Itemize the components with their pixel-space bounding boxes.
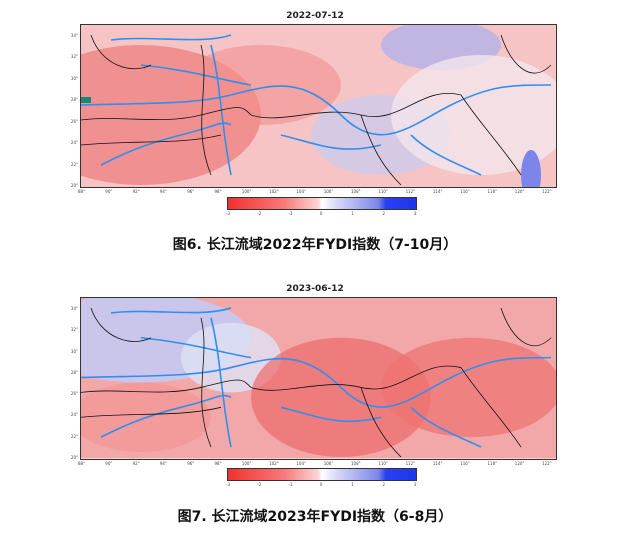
lon-tick: 112°: [405, 189, 416, 194]
lon-tick: 98°: [214, 461, 222, 466]
lon-tick: 120°: [514, 189, 525, 194]
colorbar-tick: -3: [226, 482, 230, 487]
colorbar-tick: 2: [382, 211, 386, 216]
lon-tick: 122°: [542, 189, 552, 194]
lon-tick: 102°: [269, 189, 279, 194]
lat-tick: 32°: [70, 327, 78, 333]
lon-tick: 106°: [323, 461, 334, 466]
lat-tick: 34°: [70, 306, 78, 311]
lon-tick: 96°: [187, 189, 195, 194]
lon-tick: 96°: [187, 461, 195, 466]
rivers: [81, 34, 552, 176]
colorbar-tick: 0: [319, 211, 323, 216]
figure-caption: 图7. 长江流域2023年FYDI指数（6-8月）: [177, 509, 453, 525]
lat-tick: 32°: [70, 54, 78, 60]
lat-tick: 20°: [70, 455, 78, 460]
lat-tick: 28°: [70, 369, 78, 375]
colorbar: [227, 197, 417, 210]
colorbar-tick: 3: [413, 482, 417, 487]
colorbar-tick: -1: [288, 211, 293, 216]
colorbar-tick: -1: [288, 482, 293, 487]
colorbar-tick: 1: [351, 211, 354, 216]
map-title: 2023-06-12: [286, 284, 344, 294]
lon-tick: 102°: [269, 461, 279, 466]
lon-tick: 114°: [432, 461, 443, 466]
lon-tick: 100°: [241, 461, 252, 466]
lon-tick: 110°: [378, 189, 388, 194]
boundaries: [81, 34, 552, 186]
lon-tick: 118°: [487, 461, 498, 466]
lon-tick: 110°: [378, 461, 388, 466]
figure-caption: 图6. 长江流域2022年FYDI指数（7-10月）: [172, 237, 458, 253]
lon-tick: 116°: [460, 461, 470, 466]
lon-tick: 104°: [296, 461, 307, 466]
lon-tick: 108°: [351, 189, 361, 194]
lat-tick: 24°: [70, 140, 78, 146]
colorbar-tick: -2: [257, 211, 262, 216]
lat-tick: 26°: [70, 391, 78, 397]
colorbar-tick: 3: [413, 211, 417, 216]
colorbar-tick: -3: [226, 211, 230, 216]
lon-tick: 90°: [105, 461, 113, 466]
lat-tick: 24°: [70, 412, 78, 418]
lat-tick: 20°: [70, 183, 78, 188]
lat-tick: 26°: [70, 118, 78, 124]
fydi-map: [80, 24, 557, 188]
lon-tick: 116°: [460, 189, 470, 194]
lon-tick: 92°: [132, 189, 140, 194]
lat-tick: 28°: [70, 97, 78, 103]
lon-tick: 100°: [241, 189, 252, 194]
lon-tick: 92°: [132, 461, 140, 466]
lon-tick: 106°: [323, 189, 334, 194]
lon-tick: 122°: [542, 461, 552, 466]
lon-tick: 104°: [296, 189, 307, 194]
colorbar-tick: 2: [382, 482, 386, 487]
colorbar-tick: 0: [319, 482, 323, 487]
fydi-map: [80, 297, 557, 460]
lat-tick: 22°: [70, 433, 78, 439]
lat-tick: 34°: [70, 33, 78, 38]
lat-tick: 30°: [70, 348, 78, 354]
lon-tick: 94°: [159, 189, 167, 194]
colorbar-tick: 1: [351, 482, 354, 487]
lon-tick: 120°: [514, 461, 525, 466]
lon-tick: 112°: [405, 461, 416, 466]
lon-tick: 94°: [159, 461, 167, 466]
colorbar: [227, 468, 417, 481]
lon-tick: 114°: [432, 189, 443, 194]
lon-tick: 118°: [487, 189, 498, 194]
boundaries: [81, 307, 552, 458]
lon-tick: 98°: [214, 189, 222, 194]
lon-tick: 108°: [351, 461, 361, 466]
lat-tick: 22°: [70, 161, 78, 167]
map-title: 2022-07-12: [286, 11, 344, 21]
lon-tick: 88°: [78, 461, 86, 466]
rivers: [81, 307, 552, 448]
lon-tick: 90°: [105, 189, 113, 194]
colorbar-tick: -2: [257, 482, 262, 487]
figure-6: 2022-07-12 34° 32° 30° 28° 26° 24° 22° 20° 88° 90…: [0, 0, 630, 260]
lat-tick: 30°: [70, 75, 78, 81]
lon-tick: 88°: [78, 189, 86, 194]
